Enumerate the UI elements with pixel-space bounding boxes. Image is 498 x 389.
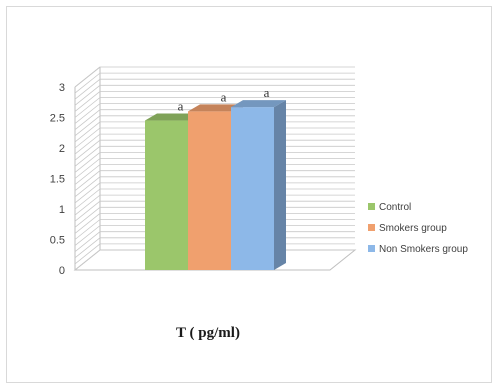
legend-swatch <box>368 245 375 252</box>
legend-label: Control <box>379 202 411 213</box>
gridline <box>74 84 355 106</box>
gridline <box>74 66 355 88</box>
legend-swatch <box>368 224 375 231</box>
bar-front <box>145 120 188 270</box>
bar-top <box>231 100 286 108</box>
gridline <box>74 97 355 118</box>
bar-top <box>188 104 243 112</box>
bars <box>145 100 286 271</box>
legend-item: Control <box>368 202 411 213</box>
bar-front <box>231 107 274 270</box>
legend-swatch <box>368 203 375 210</box>
gridline <box>74 91 355 112</box>
data-labels: aa a <box>178 85 270 113</box>
y-tick-label: 2 <box>59 143 65 155</box>
legend-label: Non Smokers group <box>379 244 468 255</box>
data-label: a <box>264 85 270 100</box>
bar-top <box>145 113 200 121</box>
y-tick-label: 0 <box>59 265 65 277</box>
x-axis-label: T ( pg/ml) <box>176 325 240 341</box>
gridline <box>74 72 355 94</box>
legend: Control Smokers group Non Smokers group <box>368 202 468 255</box>
y-tick-label: 0.5 <box>50 235 65 247</box>
bar-side <box>274 100 286 270</box>
y-axis-ticks: 0 0.5 1 1.5 2 2.5 3 <box>50 82 65 277</box>
y-tick-label: 1 <box>59 204 65 216</box>
data-label: a <box>178 99 184 114</box>
gridline <box>74 78 355 100</box>
y-tick-label: 3 <box>59 82 65 94</box>
chart-frame <box>6 6 492 383</box>
data-label: a <box>221 89 227 104</box>
legend-label: Smokers group <box>379 223 447 234</box>
bar-non-smokers-group <box>231 100 286 270</box>
y-tick-label: 2.5 <box>50 113 65 125</box>
y-tick-label: 1.5 <box>50 174 65 186</box>
legend-item: Non Smokers group <box>368 244 468 255</box>
bar-front <box>188 111 231 271</box>
legend-item: Smokers group <box>368 223 447 234</box>
